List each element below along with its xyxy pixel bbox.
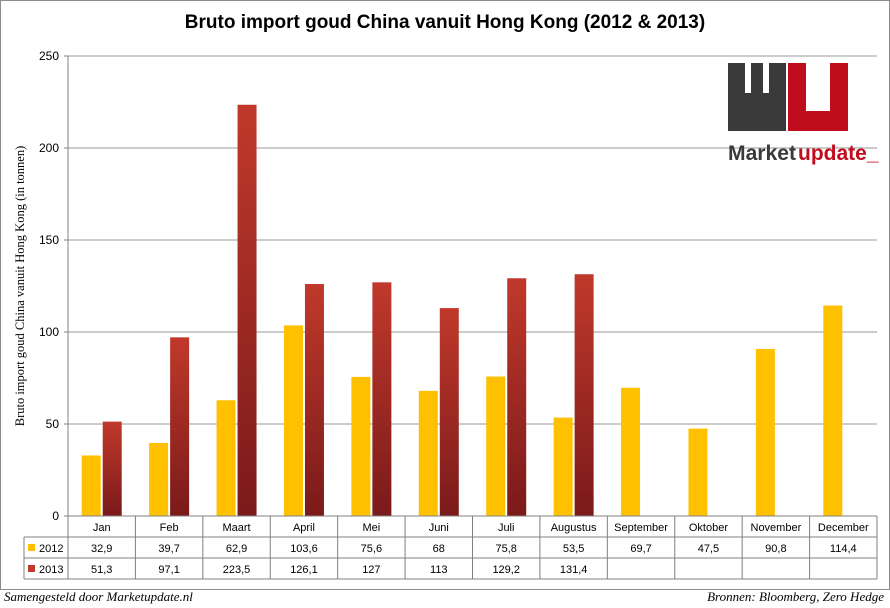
bar-2012 — [621, 387, 641, 516]
footer-sources: Bronnen: Bloomberg, Zero Hedge — [707, 589, 884, 604]
bar-2013 — [237, 104, 257, 516]
y-tick-label: 50 — [46, 417, 60, 431]
bar-2013 — [372, 282, 392, 516]
bar-2012 — [149, 442, 169, 516]
data-label: 51,3 — [91, 564, 112, 576]
data-label: 62,9 — [226, 543, 247, 555]
logo-wordmark-update: update_ — [798, 142, 879, 165]
bar-2013 — [170, 337, 190, 516]
bar-2013 — [439, 308, 459, 516]
logo-m-notch — [745, 63, 751, 93]
legend-key — [28, 565, 35, 572]
data-label: 47,5 — [698, 543, 719, 555]
y-tick-label: 250 — [39, 49, 59, 63]
bar-2012 — [823, 305, 843, 516]
legend-label: 2012 — [39, 543, 63, 555]
bar-2012 — [216, 400, 236, 516]
bar-2013 — [574, 274, 594, 516]
logo-u-cutout — [806, 63, 830, 111]
y-tick-label: 150 — [39, 233, 59, 247]
legend-key — [28, 544, 35, 551]
y-axis-label: Bruto import goud China vanuit Hong Kong… — [13, 146, 27, 427]
bar-2012 — [283, 325, 303, 516]
x-tick-label: Mei — [363, 522, 381, 534]
x-tick-label: September — [614, 522, 668, 534]
data-label: 75,6 — [361, 543, 382, 555]
footer-credit: Samengesteld door Marketupdate.nl — [4, 589, 193, 604]
y-tick-label: 0 — [52, 509, 59, 523]
bar-2012 — [755, 348, 775, 516]
bar-2012 — [688, 428, 708, 516]
x-tick-label: Juni — [429, 522, 449, 534]
data-label: 113 — [430, 564, 448, 576]
bar-2012 — [553, 417, 573, 516]
data-label: 129,2 — [492, 564, 520, 576]
x-tick-label: Jan — [93, 522, 111, 534]
x-tick-label: Maart — [222, 522, 250, 534]
y-tick-label: 100 — [39, 325, 59, 339]
x-tick-label: Augustus — [551, 522, 597, 534]
data-label: 223,5 — [223, 564, 251, 576]
y-tick-label: 200 — [39, 141, 59, 155]
data-label: 69,7 — [630, 543, 651, 555]
x-tick-label: Juli — [498, 522, 515, 534]
data-label: 75,8 — [495, 543, 516, 555]
chart-title: Bruto import goud China vanuit Hong Kong… — [184, 12, 706, 33]
logo-wordmark-market: Market — [728, 142, 796, 165]
x-tick-label: November — [751, 522, 802, 534]
bar-2012 — [418, 390, 438, 516]
data-label: 53,5 — [563, 543, 584, 555]
data-label: 90,8 — [765, 543, 786, 555]
bar-2013 — [102, 421, 122, 516]
x-tick-label: December — [818, 522, 869, 534]
data-label: 103,6 — [290, 543, 318, 555]
x-tick-label: Oktober — [689, 522, 728, 534]
data-label: 127 — [362, 564, 380, 576]
logo-letter-m — [728, 63, 786, 131]
bar-2012 — [486, 376, 506, 516]
data-label: 97,1 — [158, 564, 179, 576]
bar-2013 — [507, 278, 527, 516]
bar-2012 — [351, 376, 371, 516]
data-label: 114,4 — [830, 543, 857, 555]
x-tick-label: April — [293, 522, 315, 534]
data-label: 126,1 — [290, 564, 318, 576]
data-label: 32,9 — [91, 543, 112, 555]
data-label: 131,4 — [560, 564, 588, 576]
logo-m-notch — [763, 63, 769, 93]
data-label: 68 — [433, 543, 445, 555]
x-tick-label: Feb — [160, 522, 179, 534]
data-label: 39,7 — [158, 543, 179, 555]
bar-2013 — [304, 283, 324, 516]
bar-2012 — [81, 455, 101, 516]
legend-label: 2013 — [39, 564, 63, 576]
